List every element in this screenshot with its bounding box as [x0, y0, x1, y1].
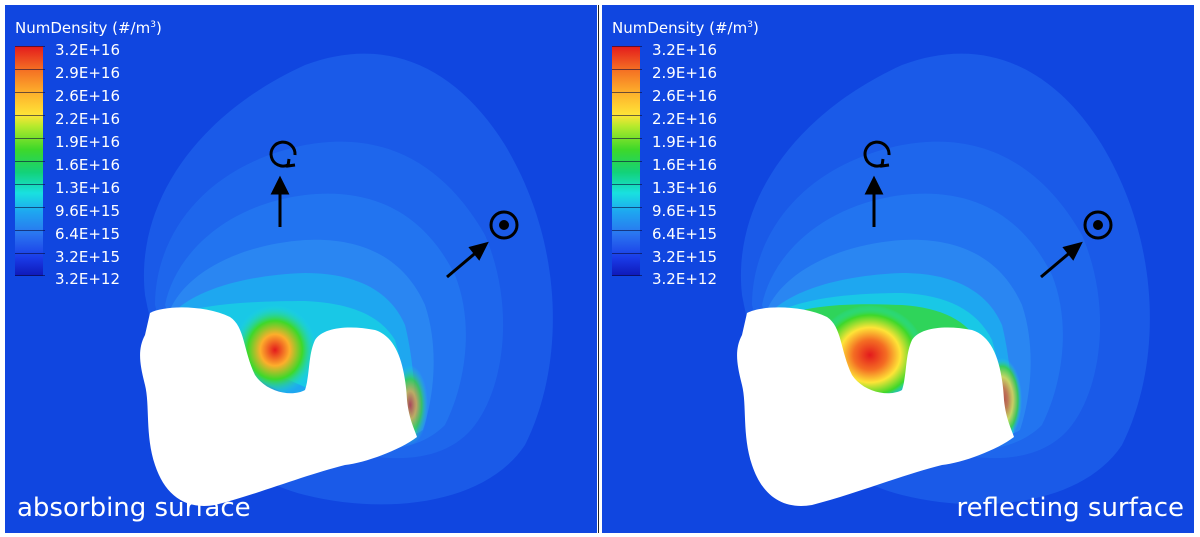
tick: [15, 207, 45, 208]
colorbar-label: 1.6E+16: [652, 156, 717, 174]
panel-absorbing: NumDensity (#/m3) 3.2E+16 2.9E+16 2.6E+1…: [5, 5, 597, 533]
nucleus-shape: [737, 307, 1014, 506]
tick: [612, 92, 642, 93]
colorbar-label: 2.2E+16: [55, 110, 120, 128]
colorbar-label: 3.2E+15: [652, 248, 717, 266]
colorbar-label: 6.4E+15: [55, 225, 120, 243]
tick: [612, 184, 642, 185]
tick: [15, 161, 45, 162]
colorbar-label: 1.6E+16: [55, 156, 120, 174]
tick: [15, 253, 45, 254]
panel-reflecting: NumDensity (#/m3) 3.2E+16 2.9E+16 2.6E+1…: [602, 5, 1194, 533]
colorbar-ticks: [612, 46, 642, 276]
hot-region-neck: [233, 305, 317, 395]
colorbar-label: 2.2E+16: [652, 110, 717, 128]
tick: [15, 230, 45, 231]
colorbar-label: 2.9E+16: [652, 64, 717, 82]
tick: [15, 184, 45, 185]
tick: [612, 275, 642, 276]
colorbar-label: 6.4E+15: [652, 225, 717, 243]
colorbar-label: 1.9E+16: [55, 133, 120, 151]
panel-caption: reflecting surface: [956, 493, 1184, 523]
density-plot-reflecting: [737, 53, 1150, 506]
colorbar-label: 1.3E+16: [55, 179, 120, 197]
tick: [15, 46, 45, 47]
tick: [15, 92, 45, 93]
colorbar-label: 9.6E+15: [55, 202, 120, 220]
legend-title: NumDensity (#/m3): [15, 19, 162, 37]
legend-title: NumDensity (#/m3): [612, 19, 759, 37]
sun-direction-icon: [446, 210, 519, 279]
colorbar-label: 1.9E+16: [652, 133, 717, 151]
colorbar-label: 2.6E+16: [652, 87, 717, 105]
tick: [15, 115, 45, 116]
density-plot-absorbing: [140, 53, 553, 506]
colorbar-label: 1.3E+16: [652, 179, 717, 197]
tick: [612, 207, 642, 208]
colorbar-label: 2.9E+16: [55, 64, 120, 82]
colorbar-label: 9.6E+15: [652, 202, 717, 220]
colorbar-label: 3.2E+12: [652, 270, 717, 288]
tick: [612, 115, 642, 116]
tick: [612, 230, 642, 231]
rotation-axis-icon: [269, 140, 297, 227]
tick: [612, 46, 642, 47]
colorbar-ticks: [15, 46, 45, 276]
tick: [15, 69, 45, 70]
tick: [612, 69, 642, 70]
tick: [612, 253, 642, 254]
rotation-axis-icon: [863, 140, 891, 227]
tick: [15, 275, 45, 276]
tick: [612, 161, 642, 162]
colorbar-label: 3.2E+15: [55, 248, 120, 266]
tick: [612, 138, 642, 139]
tick: [15, 138, 45, 139]
panel-divider: [598, 5, 599, 533]
nucleus-shape: [140, 307, 418, 506]
colorbar-label: 2.6E+16: [55, 87, 120, 105]
colorbar-label: 3.2E+12: [55, 270, 120, 288]
panel-caption: absorbing surface: [17, 493, 251, 523]
colorbar-label: 3.2E+16: [652, 41, 717, 59]
colorbar-label: 3.2E+16: [55, 41, 120, 59]
sun-direction-icon: [1040, 210, 1113, 279]
